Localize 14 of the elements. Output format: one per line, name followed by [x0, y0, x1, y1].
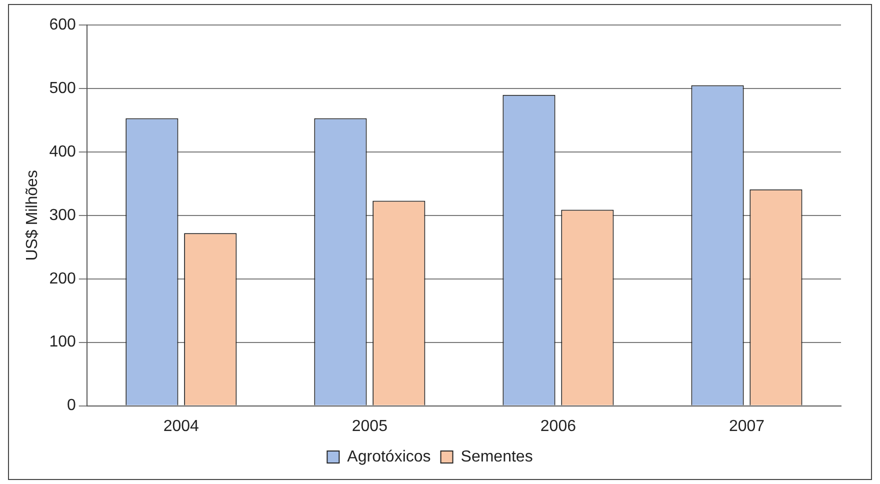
x-tick-label: 2007	[728, 418, 765, 435]
x-tick-label: 2005	[352, 418, 388, 435]
y-tick-label: 500	[49, 80, 76, 97]
legend-label: Agrotóxicos	[347, 448, 431, 466]
y-axis-title: US$ Milhões	[24, 170, 42, 261]
x-tick-label: 2004	[163, 418, 200, 435]
x-tick-label: 2006	[540, 418, 576, 435]
y-tick-label: 200	[49, 270, 76, 288]
y-tick-label: 600	[49, 16, 76, 34]
legend-label: Sementes	[460, 448, 533, 466]
y-tick-label: 0	[66, 397, 76, 414]
y-tick-label: 100	[49, 334, 76, 351]
y-tick-label: 400	[49, 143, 76, 160]
y-tick-label: 300	[49, 206, 76, 224]
